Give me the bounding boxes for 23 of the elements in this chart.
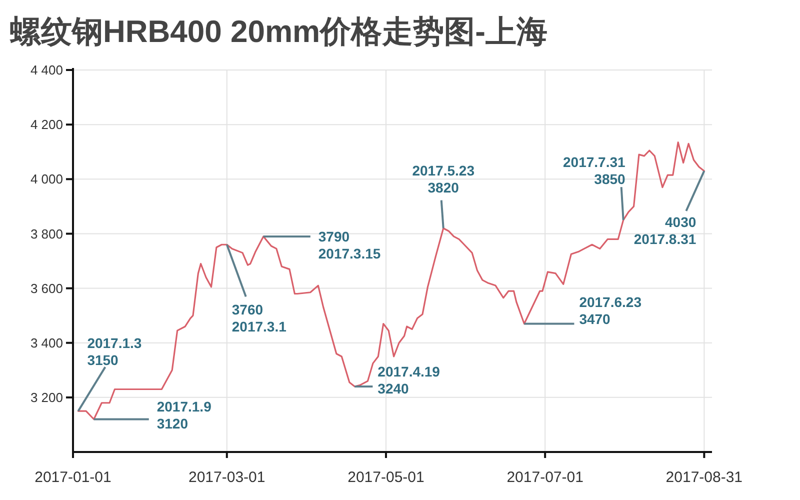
- annotation: 3790 2017.3.15: [318, 228, 381, 262]
- y-tick-label: 4 400: [30, 62, 63, 78]
- chart-title: 螺纹钢HRB400 20mm价格走势图-上海: [9, 14, 548, 49]
- line-series: [77, 142, 705, 420]
- annotation: 2017.1.9 3120: [156, 398, 212, 432]
- x-tick-label: 2017-08-31: [666, 469, 743, 486]
- y-tick-label: 3 600: [30, 280, 63, 296]
- x-tick-label: 2017-03-01: [188, 469, 266, 486]
- annotation: 4030 2017.8.31: [634, 214, 696, 247]
- x-tick-label: 2017-05-01: [348, 469, 424, 486]
- annotation: 3760 2017.3.1: [232, 302, 287, 335]
- y-tick-label: 4 000: [30, 172, 63, 187]
- annotation: 2017.7.31 3850: [563, 154, 626, 188]
- y-tick-label: 3 200: [30, 390, 63, 405]
- annotation: 2017.1.3 3150: [87, 335, 142, 368]
- x-tick-label: 2017-07-01: [506, 469, 584, 486]
- y-tick-label: 3 800: [30, 226, 63, 242]
- y-tick-label: 3 400: [30, 335, 63, 350]
- x-tick-label: 2017-01-01: [34, 469, 112, 486]
- annotation: 2017.4.19 3240: [378, 364, 440, 397]
- annotation: 2017.5.23 3820: [412, 162, 475, 196]
- annotation: 2017.6.23 3470: [579, 294, 642, 327]
- y-tick-label: 4 200: [30, 117, 63, 132]
